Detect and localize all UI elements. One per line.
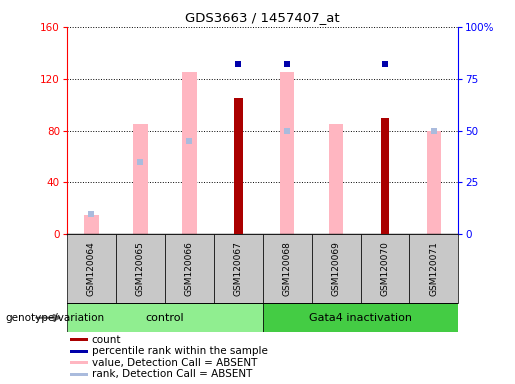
Text: GSM120064: GSM120064 [87,242,96,296]
Bar [70,338,88,341]
Bar [381,118,389,234]
Text: GSM120069: GSM120069 [332,242,340,296]
Bar [165,234,214,303]
Text: GSM120066: GSM120066 [185,242,194,296]
Bar [214,234,263,303]
Text: value, Detection Call = ABSENT: value, Detection Call = ABSENT [92,358,257,368]
Bar [280,72,295,234]
Text: GSM120065: GSM120065 [136,242,145,296]
Text: rank, Detection Call = ABSENT: rank, Detection Call = ABSENT [92,369,252,379]
Bar [84,215,99,234]
Bar [312,234,360,303]
Bar [263,234,312,303]
Text: GSM120071: GSM120071 [430,242,438,296]
Bar [409,234,458,303]
Bar [234,98,243,234]
Text: count: count [92,335,121,345]
Bar [133,124,148,234]
Text: percentile rank within the sample: percentile rank within the sample [92,346,267,356]
Text: Gata4 inactivation: Gata4 inactivation [309,313,412,323]
Title: GDS3663 / 1457407_at: GDS3663 / 1457407_at [185,11,340,24]
Text: control: control [146,313,184,323]
Bar [263,303,458,332]
Bar [67,234,116,303]
Bar [67,303,263,332]
Bar [116,234,165,303]
Text: GSM120067: GSM120067 [234,242,243,296]
Text: genotype/variation: genotype/variation [5,313,104,323]
Text: GSM120068: GSM120068 [283,242,291,296]
Bar [70,361,88,364]
Text: GSM120070: GSM120070 [381,242,389,296]
Bar [182,72,197,234]
Bar [70,349,88,353]
Bar [360,234,409,303]
Bar [329,124,344,234]
Bar [426,131,441,234]
Bar [70,372,88,376]
